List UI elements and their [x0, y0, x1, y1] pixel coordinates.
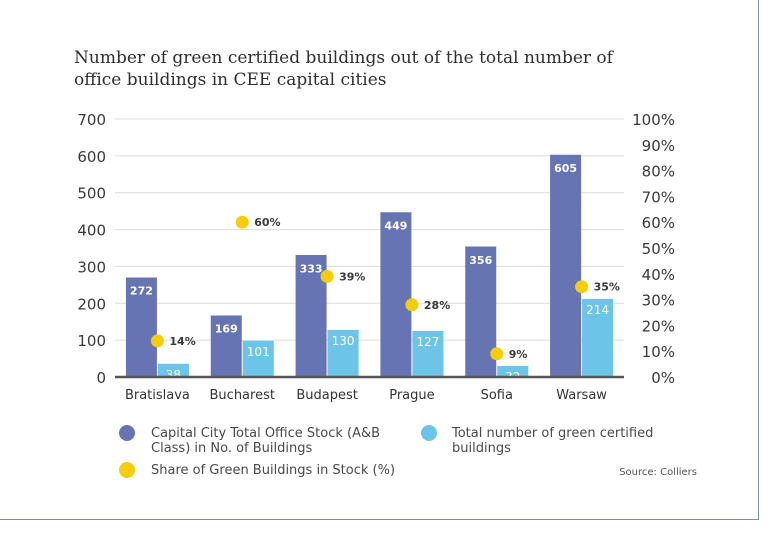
data-label-total-stock: 605 [554, 162, 577, 175]
x-tick-label: Sofia [481, 388, 513, 403]
data-label-share: 60% [254, 216, 280, 229]
legend-label-green-buildings: Total number of green certified building… [452, 426, 654, 456]
x-tick-label: Bucharest [210, 388, 275, 403]
y-right-tick-label: 100% [632, 111, 675, 129]
y-right-tick-label: 70% [642, 188, 675, 206]
data-label-total-stock: 272 [130, 285, 153, 298]
y-left-tick-label: 0 [96, 369, 106, 387]
bar-green-buildings [327, 329, 359, 377]
y-right-tick-label: 90% [642, 137, 675, 155]
legend-swatch-share [119, 462, 135, 478]
share-point [320, 269, 334, 283]
bar-green-buildings [242, 339, 274, 377]
legend-swatch-green-buildings [421, 425, 437, 441]
y-left-tick-label: 600 [77, 148, 106, 166]
x-tick-label: Prague [389, 388, 434, 403]
data-label-green-buildings: 101 [247, 345, 270, 359]
source-note: Source: Colliers [619, 467, 697, 478]
data-label-share: 14% [169, 335, 195, 348]
bar-green-buildings [157, 362, 189, 377]
data-label-share: 35% [594, 281, 620, 294]
y-left-tick-label: 200 [77, 295, 106, 313]
data-label-total-stock: 169 [215, 323, 238, 336]
share-point [575, 280, 589, 294]
chart-title: Number of green certified buildings out … [74, 48, 613, 90]
data-label-green-buildings: 127 [416, 335, 439, 349]
y-left-tick-label: 300 [77, 258, 106, 276]
bar-green-buildings [412, 330, 444, 377]
legend-label-share: Share of Green Buildings in Stock (%) [151, 463, 396, 478]
data-label-share: 39% [339, 270, 365, 283]
bar-total-stock [125, 276, 157, 377]
y-left-tick-label: 700 [77, 111, 106, 129]
y-right-tick-label: 0% [651, 369, 675, 387]
y-right-tick-label: 30% [642, 292, 675, 310]
y-left-tick-label: 500 [77, 185, 106, 203]
data-label-share: 28% [424, 299, 450, 312]
x-tick-label: Warsaw [556, 388, 607, 403]
y-right-tick-label: 10% [642, 343, 675, 361]
chart-frame [0, 0, 759, 520]
data-label-total-stock: 356 [469, 254, 492, 267]
bar-green-buildings [497, 365, 529, 377]
x-tick-label: Bratislava [125, 388, 190, 403]
data-label-green-buildings: 130 [332, 334, 355, 348]
y-right-tick-label: 20% [642, 317, 675, 335]
share-point [490, 347, 504, 361]
bar-total-stock [380, 211, 412, 377]
legend-swatch-total-stock [119, 425, 135, 441]
bar-green-buildings [582, 298, 614, 377]
y-left-tick-label: 100 [77, 332, 106, 350]
share-point [235, 215, 249, 229]
share-point [405, 298, 419, 312]
data-label-green-buildings: 38 [166, 368, 181, 382]
share-point [150, 334, 164, 348]
data-label-total-stock: 333 [300, 262, 323, 275]
data-label-total-stock: 449 [384, 220, 407, 233]
y-right-tick-label: 80% [642, 163, 675, 181]
bar-total-stock [550, 154, 582, 377]
y-right-tick-label: 40% [642, 266, 675, 284]
bar-total-stock [210, 314, 242, 377]
y-left-tick-label: 400 [77, 222, 106, 240]
data-label-share: 9% [509, 348, 528, 361]
legend-label-total-stock: Capital City Total Office Stock (A&B Cla… [151, 426, 381, 456]
x-tick-label: Budapest [296, 388, 358, 403]
y-right-tick-label: 50% [642, 240, 675, 258]
data-label-green-buildings: 214 [586, 303, 609, 317]
y-right-tick-label: 60% [642, 214, 675, 232]
